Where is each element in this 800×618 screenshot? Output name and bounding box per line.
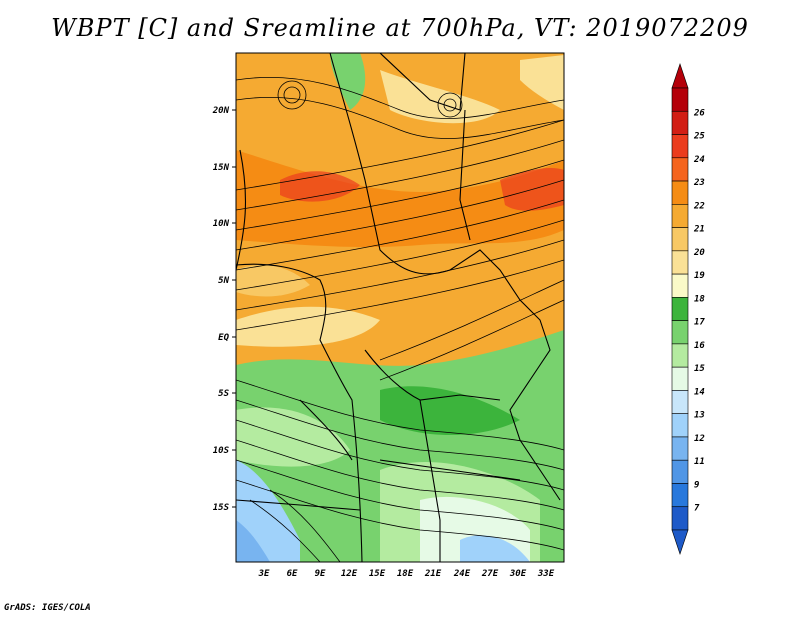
lon-label: 9E <box>315 569 326 579</box>
colorbar-swatch <box>671 506 689 531</box>
colorbar-label: 25 <box>693 132 705 142</box>
lat-label: EQ <box>218 333 229 343</box>
map-frame <box>235 52 565 563</box>
colorbar-label: 20 <box>693 248 705 258</box>
colorbar: 26 25 24 23 22 21 20 19 18 17 16 15 14 13 12 11 9 7 <box>671 63 705 555</box>
lon-label: 3E <box>258 569 270 579</box>
colorbar-cap-bottom <box>671 529 689 555</box>
lat-label: 5S <box>218 389 229 399</box>
colorbar-label: 22 <box>693 201 705 211</box>
country-borders <box>236 53 561 562</box>
colorbar-label: 13 <box>694 411 705 421</box>
colorbar-swatch <box>671 297 689 321</box>
colorbar-label: 12 <box>694 434 705 444</box>
colorbar-swatch <box>671 250 689 275</box>
colorbar-label: 21 <box>693 225 705 235</box>
colorbar-swatch <box>671 366 689 391</box>
colorbar-label: 24 <box>693 155 705 165</box>
colorbar-swatch <box>671 436 689 461</box>
colorbar-swatch <box>671 227 689 252</box>
colorbar-label: 15 <box>694 364 705 374</box>
lon-label: 15E <box>369 569 386 579</box>
lat-label: 15S <box>213 503 230 513</box>
colorbar-swatch <box>671 87 689 112</box>
lat-label: 15N <box>213 163 230 173</box>
lon-label: 30E <box>509 569 527 579</box>
colorbar-label: 26 <box>693 108 705 118</box>
colorbar-swatch <box>671 320 689 345</box>
colorbar-swatch <box>671 459 689 484</box>
lon-label: 33E <box>537 569 555 579</box>
colorbar-swatch <box>671 273 689 298</box>
colorbar-label: 16 <box>694 341 705 351</box>
colorbar-label: 7 <box>694 504 700 514</box>
colorbar-label: 11 <box>694 457 705 467</box>
lon-axis: 3E 6E 9E 12E 15E 18E 21E 24E 27E 30E 33E <box>258 569 555 579</box>
lon-label: 12E <box>341 569 358 579</box>
colorbar-label: 19 <box>694 271 705 281</box>
colorbar-label: 9 <box>694 480 699 490</box>
colorbar-swatch <box>671 413 689 438</box>
colorbar-swatch <box>671 110 689 135</box>
lon-label: 18E <box>397 569 414 579</box>
lat-label: 10S <box>213 446 230 456</box>
colorbar-label: 23 <box>693 178 705 188</box>
colorbar-label: 17 <box>694 318 705 328</box>
colorbar-swatch <box>671 483 689 508</box>
map-title: WBPT [C] and Sreamline at 700hPa, VT: 20… <box>51 14 749 42</box>
wbpt-field <box>236 53 564 562</box>
colorbar-cap-top <box>671 63 689 89</box>
colorbar-swatch <box>671 180 689 205</box>
lon-label: 21E <box>424 569 442 579</box>
lon-label: 24E <box>453 569 471 579</box>
colorbar-label: 14 <box>694 387 705 397</box>
lat-label: 5N <box>218 276 229 286</box>
colorbar-swatch <box>671 157 689 182</box>
colorbar-swatch <box>671 390 689 414</box>
colorbar-swatch <box>671 343 689 368</box>
colorbar-label: 18 <box>694 294 705 304</box>
lon-label: 27E <box>481 569 499 579</box>
lon-label: 6E <box>287 569 298 579</box>
colorbar-swatch <box>671 204 689 228</box>
streamlines <box>236 77 564 562</box>
lat-label: 20N <box>212 106 230 116</box>
colorbar-swatch <box>671 134 689 159</box>
lat-axis: 20N 15N 10N 5N EQ 5S 10S 15S <box>212 106 236 513</box>
lat-label: 10N <box>213 219 230 229</box>
footer-credit: GrADS: IGES/COLA <box>4 603 91 613</box>
